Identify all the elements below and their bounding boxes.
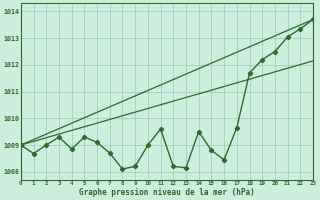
X-axis label: Graphe pression niveau de la mer (hPa): Graphe pression niveau de la mer (hPa) xyxy=(79,188,255,197)
